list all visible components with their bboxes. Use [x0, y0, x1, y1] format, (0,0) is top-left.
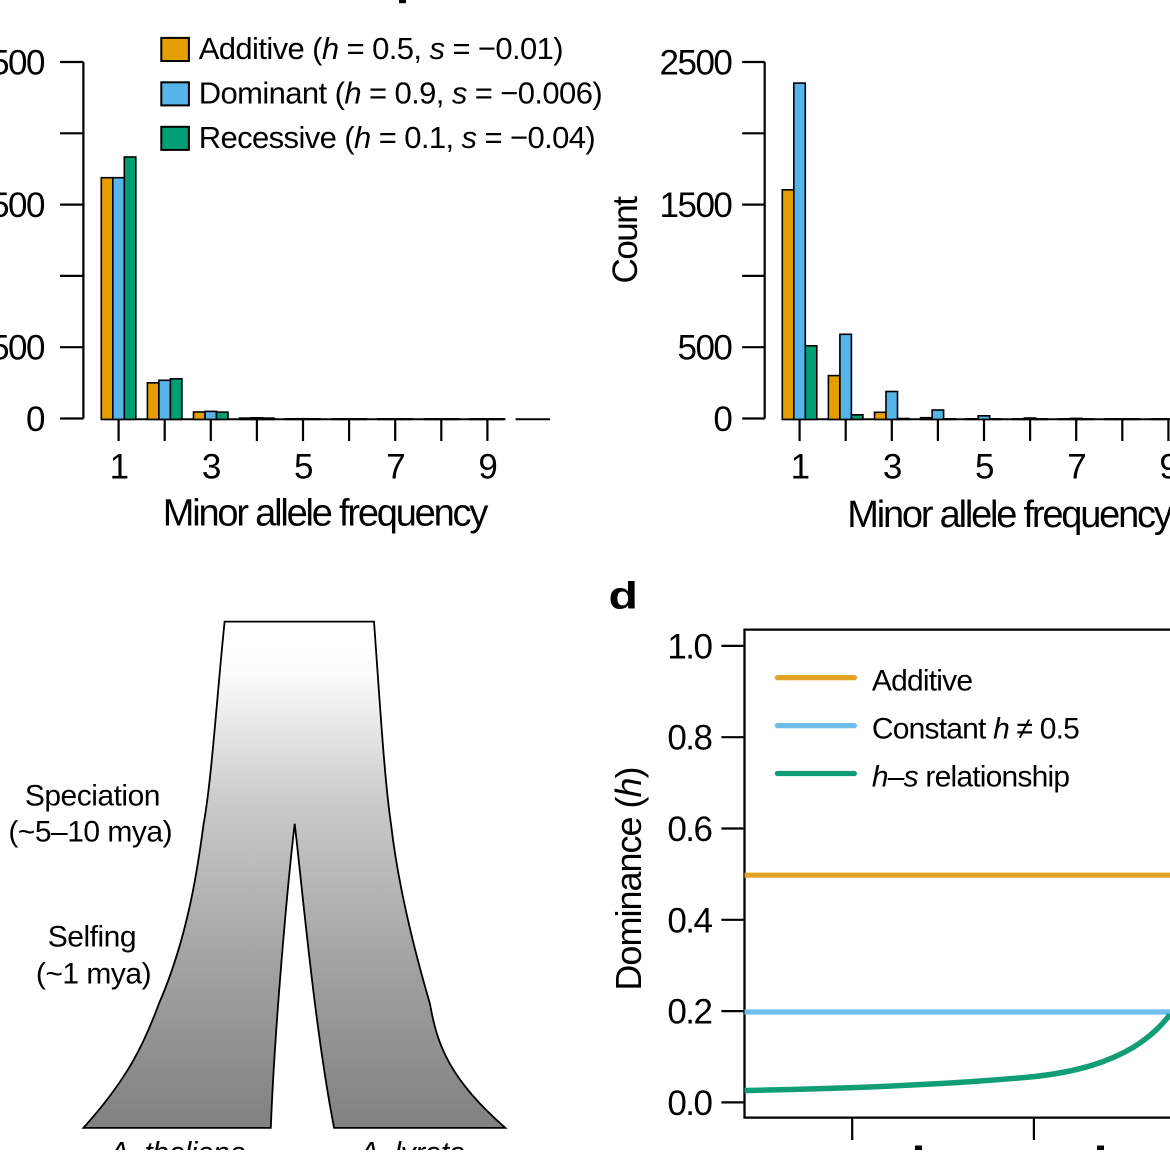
- svg-text:h–s relationship: h–s relationship: [872, 761, 1069, 794]
- svg-text:1.0: 1.0: [667, 627, 712, 666]
- svg-text:A. lyrata: A. lyrata: [357, 1137, 465, 1151]
- svg-text:1: 1: [791, 448, 809, 487]
- svg-text:1: 1: [110, 448, 128, 487]
- svg-text:Dominant (h = 0.9, s = −0.006): Dominant (h = 0.9, s = −0.006): [199, 76, 602, 111]
- svg-text:5: 5: [975, 448, 993, 487]
- svg-text:500: 500: [677, 329, 732, 368]
- svg-text:Minor allele frequency: Minor allele frequency: [163, 493, 489, 535]
- svg-text:Additive (h = 0.5, s = −0.01): Additive (h = 0.5, s = −0.01): [199, 31, 563, 66]
- svg-text:5: 5: [294, 448, 312, 487]
- svg-text:500: 500: [0, 329, 45, 368]
- svg-text:Dominance (h): Dominance (h): [608, 767, 649, 990]
- svg-text:Constant h ≠ 0.5: Constant h ≠ 0.5: [872, 713, 1079, 746]
- svg-text:0.0: 0.0: [667, 1084, 712, 1123]
- svg-text:A. thaliana: A. thaliana: [107, 1137, 245, 1151]
- svg-text:0.2: 0.2: [667, 993, 711, 1032]
- svg-text:0.6: 0.6: [667, 810, 711, 849]
- svg-text:0.8: 0.8: [667, 719, 711, 758]
- svg-text:2500: 2500: [0, 44, 45, 83]
- svg-text:2500: 2500: [660, 44, 733, 83]
- svg-text:d: d: [609, 575, 638, 617]
- svg-text:7: 7: [386, 448, 404, 487]
- svg-text:3: 3: [202, 448, 220, 487]
- svg-text:1500: 1500: [0, 186, 45, 225]
- svg-text:Recessive (h = 0.1, s = −0.04): Recessive (h = 0.1, s = −0.04): [199, 120, 595, 155]
- svg-text:(~1 mya): (~1 mya): [36, 958, 151, 991]
- svg-text:1500: 1500: [660, 186, 733, 225]
- svg-text:9: 9: [478, 448, 496, 487]
- svg-text:0: 0: [713, 400, 732, 439]
- svg-text:Additive: Additive: [872, 665, 972, 698]
- svg-text:3: 3: [883, 448, 901, 487]
- svg-text:9: 9: [1159, 448, 1170, 487]
- svg-text:Minor allele frequency: Minor allele frequency: [847, 494, 1170, 536]
- svg-text:0: 0: [26, 400, 45, 439]
- svg-text:Selfing: Selfing: [48, 921, 136, 954]
- svg-text:7: 7: [1067, 448, 1085, 487]
- svg-text:Speciation: Speciation: [25, 779, 160, 812]
- svg-text:(~5–10 mya): (~5–10 mya): [8, 815, 172, 848]
- svg-text:Count: Count: [606, 196, 645, 284]
- svg-text:0.4: 0.4: [667, 901, 712, 940]
